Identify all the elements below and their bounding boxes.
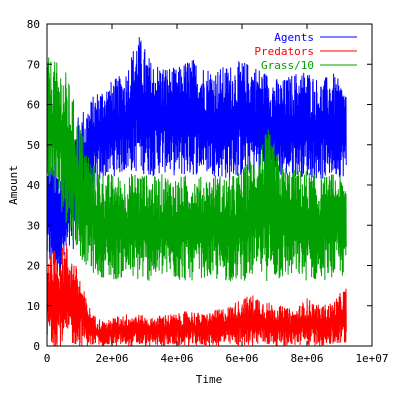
- x-tick-label: 1e+07: [355, 352, 388, 365]
- legend-label: Agents: [274, 31, 314, 44]
- y-tick-label: 50: [27, 139, 40, 152]
- y-tick-label: 20: [27, 260, 40, 273]
- legend-label: Predators: [254, 45, 314, 58]
- y-axis-title: Amount: [7, 165, 20, 205]
- x-tick-label: 8e+06: [290, 352, 323, 365]
- y-tick-label: 80: [27, 18, 40, 31]
- legend-label: Grass/10: [261, 59, 314, 72]
- ticks-layer: 0 2e+06 4e+06 6e+06 8e+06 1e+07 0 10 20 30 40 50 60 7…: [27, 18, 389, 365]
- series-line-grass-10: [46, 57, 347, 282]
- y-tick-label: 60: [27, 99, 40, 112]
- y-tick-label: 70: [27, 58, 40, 71]
- y-tick-label: 0: [33, 340, 40, 353]
- x-tick-label: 6e+06: [225, 352, 258, 365]
- y-tick-label: 40: [27, 179, 40, 192]
- series-line-predators: [46, 244, 347, 346]
- x-axis-title: Time: [196, 373, 223, 386]
- series-layer: [46, 37, 347, 346]
- y-tick-label: 30: [27, 219, 40, 232]
- y-tick-label: 10: [27, 300, 40, 313]
- series-line-agents: [46, 37, 347, 277]
- x-tick-label: 0: [44, 352, 51, 365]
- x-tick-label: 4e+06: [160, 352, 193, 365]
- x-tick-label: 2e+06: [95, 352, 128, 365]
